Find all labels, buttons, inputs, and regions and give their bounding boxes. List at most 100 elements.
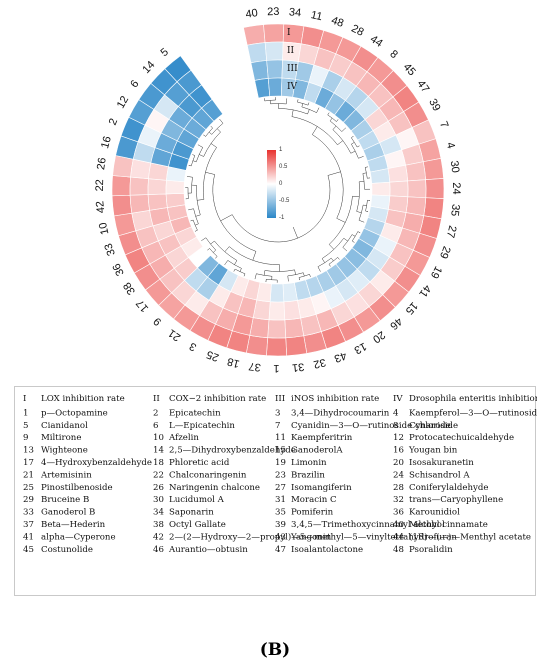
dendrogram-branch bbox=[212, 174, 257, 252]
legend-compound-name: Afzelin bbox=[168, 433, 199, 443]
dendrogram-branch bbox=[208, 131, 212, 135]
legend-compound-name: Octyl Gallate bbox=[169, 520, 226, 530]
legend-compound-name: Brazilin bbox=[291, 470, 325, 480]
compound-label: 28 bbox=[349, 23, 365, 39]
compound-label: 17 bbox=[134, 297, 151, 314]
legend-compound-number: 24 bbox=[393, 470, 404, 480]
color-scale-tick: -1 bbox=[279, 215, 285, 221]
dendrogram-branch bbox=[207, 248, 210, 251]
dendrogram-branch bbox=[337, 257, 340, 260]
legend-compound-number: 38 bbox=[153, 520, 164, 530]
ring-label: II bbox=[287, 46, 295, 56]
dendrogram-branch bbox=[210, 143, 217, 148]
dendrogram-branch bbox=[209, 248, 218, 257]
compound-label: 2 bbox=[107, 117, 120, 127]
dendrogram-branch bbox=[255, 273, 257, 278]
dendrogram-branch bbox=[224, 246, 230, 252]
dendrogram-branch bbox=[321, 258, 325, 263]
legend-compound-name: Naringenin chalcone bbox=[169, 483, 260, 493]
compound-label: 46 bbox=[387, 315, 404, 332]
legend-compound-number: 29 bbox=[23, 495, 34, 505]
dendrogram-branch bbox=[224, 263, 226, 266]
heatmap-cell bbox=[422, 157, 444, 180]
legend-compound-name: Miltirone bbox=[41, 433, 81, 443]
legend-compound-name: Kaempferol—3—O—rutinoside bbox=[409, 408, 537, 418]
dendrogram-branch bbox=[307, 102, 310, 106]
compound-label: 35 bbox=[448, 203, 461, 217]
dendrogram-branch bbox=[199, 154, 204, 157]
dendrogram-branch bbox=[225, 260, 228, 264]
dendrogram-branch bbox=[191, 177, 193, 194]
compound-label: 7 bbox=[437, 120, 450, 130]
legend-compound-name: Methyl cinnamate bbox=[409, 520, 488, 530]
heatmap-cell bbox=[268, 301, 286, 321]
dendrogram-branch bbox=[357, 231, 361, 233]
legend-compound-number: 32 bbox=[393, 495, 404, 505]
legend-compound-number: 18 bbox=[153, 458, 164, 468]
dendrogram-branch bbox=[239, 268, 242, 272]
compound-label: 11 bbox=[310, 9, 324, 23]
dendrogram-branch bbox=[197, 199, 204, 201]
legend-compound-number: 22 bbox=[153, 470, 164, 480]
legend-compound-number: 37 bbox=[23, 520, 34, 530]
legend-condition-code: II bbox=[153, 394, 160, 404]
legend-compound-name: Epicatechin bbox=[169, 408, 221, 418]
compound-label: 22 bbox=[94, 179, 106, 192]
circular-heatmap: 40 23 34 11 48284484547397430243527291941154… bbox=[94, 6, 462, 374]
legend-compound-number: 9 bbox=[23, 433, 28, 443]
heatmap-cell bbox=[245, 334, 268, 356]
legend-compound-number: 7 bbox=[275, 421, 280, 431]
color-scale-bar bbox=[267, 150, 276, 218]
legend-compound-number: 2 bbox=[153, 408, 158, 418]
compound-label: 13 bbox=[352, 340, 368, 356]
compound-label: 6 bbox=[128, 78, 141, 90]
legend-compound-name: Lucidumol A bbox=[169, 495, 225, 505]
heatmap-cell bbox=[267, 77, 283, 97]
legend-compound-name: Beta—Hederin bbox=[41, 520, 106, 530]
dendrogram-branch bbox=[327, 171, 341, 176]
legend-compound-number: 41 bbox=[23, 532, 34, 542]
dendrogram-branch bbox=[316, 109, 319, 113]
heatmap-cell bbox=[423, 197, 445, 220]
legend-compound-name: Costunolide bbox=[41, 545, 93, 555]
dendrogram-branch bbox=[351, 142, 355, 145]
heatmap-cell bbox=[407, 179, 427, 199]
compound-label: 33 bbox=[103, 242, 118, 258]
color-scale-tick: -0.5 bbox=[279, 198, 290, 204]
legend-compound-number: 43 bbox=[275, 532, 286, 542]
legend-compound-number: 48 bbox=[393, 545, 404, 555]
legend-compound-name: Wighteone bbox=[41, 446, 88, 456]
legend-compound-number: 4 bbox=[393, 408, 399, 418]
dendrogram-branch bbox=[351, 137, 358, 148]
dendrogram-branch bbox=[327, 112, 330, 116]
dendrogram-branch bbox=[196, 185, 201, 215]
heatmap-cells bbox=[111, 23, 445, 357]
dendrogram-branch bbox=[351, 234, 356, 237]
dendrogram-branch bbox=[192, 219, 198, 231]
dendrogram-branch bbox=[297, 101, 309, 106]
legend-compound-number: 10 bbox=[153, 433, 164, 443]
dendrogram-branch bbox=[243, 273, 246, 277]
dendrogram-branch bbox=[352, 195, 360, 198]
legend-entries: I LOX inhibition rate II COX−2 inhibition r… bbox=[23, 394, 537, 555]
dendrogram-branch bbox=[202, 237, 207, 240]
compound-label: 42 bbox=[94, 200, 107, 213]
compound-label: 18 bbox=[226, 355, 241, 370]
dendrogram bbox=[185, 97, 371, 283]
dendrogram-branch bbox=[192, 160, 197, 163]
dendrogram-branch bbox=[298, 277, 300, 281]
dendrogram-branch bbox=[336, 218, 346, 223]
legend-compound-name: Yangonin bbox=[290, 532, 332, 542]
ring-label: I bbox=[287, 28, 291, 38]
dendrogram-branch bbox=[365, 166, 368, 168]
dendrogram-branch bbox=[329, 244, 335, 250]
dendrogram-branch bbox=[197, 144, 200, 146]
dendrogram-branch bbox=[252, 251, 257, 261]
compound-label: 37 bbox=[248, 360, 262, 373]
heatmap-cell bbox=[250, 60, 269, 81]
dendrogram-branch bbox=[358, 204, 364, 221]
legend-condition-code: IV bbox=[393, 394, 403, 404]
dendrogram-branch bbox=[220, 214, 233, 222]
dendrogram-branch bbox=[351, 231, 359, 242]
